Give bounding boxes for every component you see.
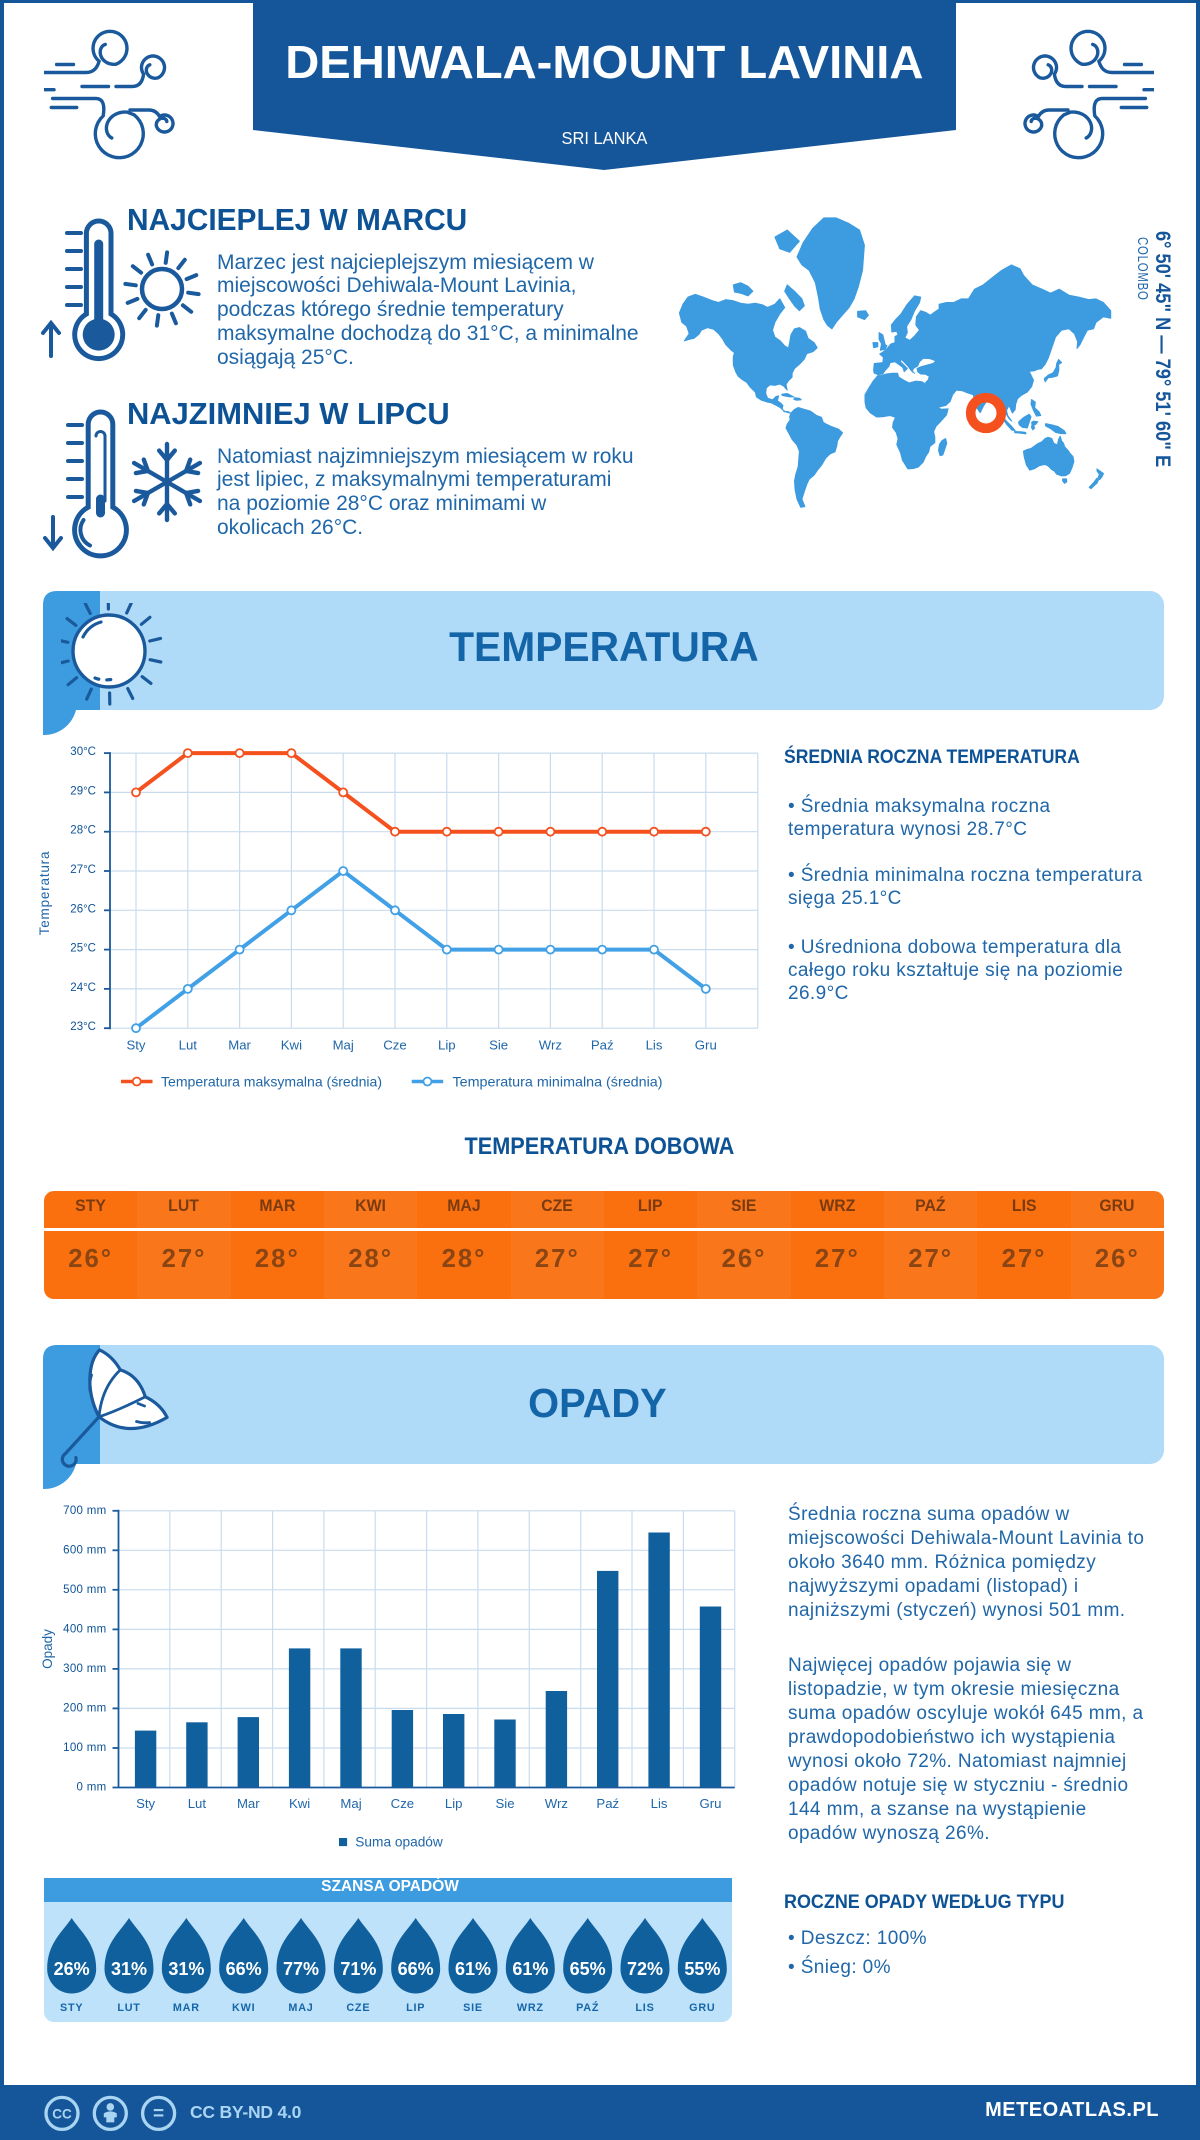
svg-text:Sty: Sty	[136, 1796, 155, 1811]
svg-text:Kwi: Kwi	[281, 1038, 302, 1053]
svg-text:Temperatura maksymalna (średni: Temperatura maksymalna (średnia)	[161, 1075, 382, 1090]
svg-text:SIE: SIE	[463, 2002, 483, 2014]
svg-text:200 mm: 200 mm	[63, 1702, 106, 1714]
svg-text:72%: 72%	[626, 1959, 662, 1979]
svg-text:28°C: 28°C	[70, 825, 96, 837]
svg-text:CC BY-ND 4.0: CC BY-ND 4.0	[190, 2102, 302, 2122]
svg-text:61%: 61%	[454, 1959, 490, 1979]
svg-text:600 mm: 600 mm	[63, 1544, 106, 1556]
svg-text:300 mm: 300 mm	[63, 1663, 106, 1675]
svg-text:STY: STY	[59, 2002, 82, 2014]
svg-text:CZE: CZE	[346, 2002, 370, 2014]
svg-text:71%: 71%	[340, 1959, 376, 1979]
svg-text:=: =	[153, 2103, 164, 2124]
svg-text:Gru: Gru	[700, 1796, 722, 1811]
svg-text:30°C: 30°C	[70, 746, 96, 758]
svg-text:27°C: 27°C	[70, 864, 96, 876]
svg-text:Cze: Cze	[383, 1038, 406, 1053]
svg-text:Wrz: Wrz	[545, 1796, 568, 1811]
svg-text:Lis: Lis	[651, 1796, 668, 1811]
svg-text:GRU: GRU	[689, 2002, 715, 2014]
svg-text:LIS: LIS	[635, 2002, 654, 2014]
svg-text:Sty: Sty	[126, 1038, 145, 1053]
svg-text:Sie: Sie	[489, 1038, 508, 1053]
svg-text:Lut: Lut	[179, 1038, 198, 1053]
svg-text:25°C: 25°C	[70, 943, 96, 955]
svg-text:Maj: Maj	[340, 1796, 361, 1811]
svg-text:Lis: Lis	[646, 1038, 663, 1053]
svg-text:65%: 65%	[569, 1959, 605, 1979]
svg-text:Lip: Lip	[445, 1796, 463, 1811]
svg-text:400 mm: 400 mm	[63, 1623, 106, 1635]
svg-text:MAJ: MAJ	[288, 2002, 313, 2014]
svg-text:Suma opadów: Suma opadów	[355, 1835, 443, 1850]
svg-text:Temperatura minimalna (średnia: Temperatura minimalna (średnia)	[453, 1075, 663, 1090]
svg-text:24°C: 24°C	[70, 982, 96, 994]
svg-text:Cze: Cze	[391, 1796, 414, 1811]
svg-text:31%: 31%	[168, 1959, 204, 1979]
svg-text:700 mm: 700 mm	[63, 1505, 106, 1517]
svg-text:PAŹ: PAŹ	[576, 2001, 599, 2014]
svg-text:KWI: KWI	[231, 2002, 254, 2014]
svg-text:61%: 61%	[512, 1959, 548, 1979]
svg-text:Lip: Lip	[438, 1038, 456, 1053]
svg-text:29°C: 29°C	[70, 785, 96, 797]
svg-text:100 mm: 100 mm	[63, 1742, 106, 1754]
svg-text:31%: 31%	[110, 1959, 146, 1979]
svg-text:77%: 77%	[282, 1959, 318, 1979]
svg-text:Lut: Lut	[188, 1796, 207, 1811]
svg-text:CC: CC	[52, 2106, 72, 2121]
svg-text:Wrz: Wrz	[539, 1038, 562, 1053]
svg-text:0 mm: 0 mm	[77, 1782, 107, 1794]
svg-text:55%: 55%	[684, 1959, 720, 1979]
svg-text:Mar: Mar	[237, 1796, 260, 1811]
svg-text:23°C: 23°C	[70, 1021, 96, 1033]
svg-text:MAR: MAR	[172, 2002, 199, 2014]
svg-text:Maj: Maj	[333, 1038, 354, 1053]
svg-text:LUT: LUT	[117, 2002, 140, 2014]
svg-text:LIP: LIP	[406, 2002, 425, 2014]
svg-text:26°C: 26°C	[70, 903, 96, 915]
svg-text:500 mm: 500 mm	[63, 1584, 106, 1596]
svg-text:WRZ: WRZ	[516, 2002, 543, 2014]
svg-text:Gru: Gru	[695, 1038, 717, 1053]
svg-text:Temperatura: Temperatura	[37, 851, 52, 936]
svg-text:Sie: Sie	[495, 1796, 514, 1811]
svg-text:Paź: Paź	[591, 1038, 614, 1053]
svg-text:Kwi: Kwi	[289, 1796, 310, 1811]
svg-text:Opady: Opady	[40, 1629, 55, 1669]
svg-text:Mar: Mar	[228, 1038, 251, 1053]
svg-text:66%: 66%	[397, 1959, 433, 1979]
svg-text:26%: 26%	[53, 1959, 89, 1979]
svg-text:Paź: Paź	[596, 1796, 619, 1811]
svg-text:66%: 66%	[225, 1959, 261, 1979]
